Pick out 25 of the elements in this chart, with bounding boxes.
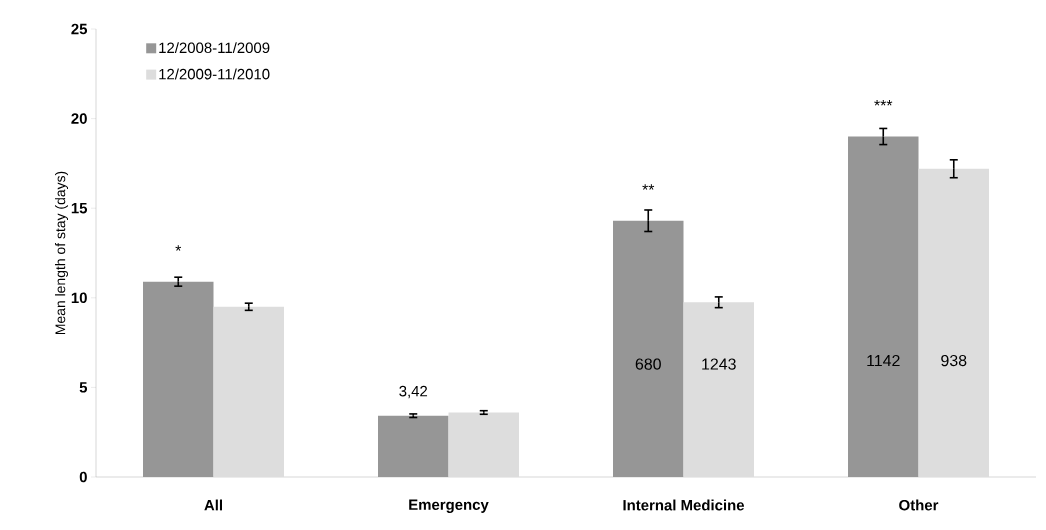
y-tick-label: 15 xyxy=(71,202,88,214)
x-tick-label: Internal Medicine xyxy=(623,499,745,511)
annotation: 1142 xyxy=(867,354,900,367)
y-tick-label: 25 xyxy=(71,23,88,35)
annotation: 938 xyxy=(941,354,967,367)
annotation: 680 xyxy=(635,358,661,370)
x-tick-label: All xyxy=(204,499,222,511)
bar xyxy=(683,302,755,477)
x-tick-label: Emergency xyxy=(409,499,489,513)
annotation: *** xyxy=(874,100,893,106)
y-tick-label: 10 xyxy=(71,292,87,304)
annotation: * xyxy=(175,245,182,251)
y-tick-label: 20 xyxy=(71,113,87,124)
bar xyxy=(448,412,520,477)
y-tick-label: 5 xyxy=(79,382,88,393)
x-tick-label: Other xyxy=(899,499,939,511)
y-axis-title: Mean length of stay (days) xyxy=(55,171,69,335)
legend-label: 12/2008-11/2009 xyxy=(159,42,270,54)
annotation: ** xyxy=(642,184,655,190)
bar xyxy=(213,306,284,477)
legend-label: 12/2009-11/2010 xyxy=(159,68,270,80)
annotation: 1243 xyxy=(702,358,736,370)
y-tick-label: 0 xyxy=(79,471,87,483)
bar xyxy=(918,168,990,477)
data-label: 3,42 xyxy=(399,385,428,399)
